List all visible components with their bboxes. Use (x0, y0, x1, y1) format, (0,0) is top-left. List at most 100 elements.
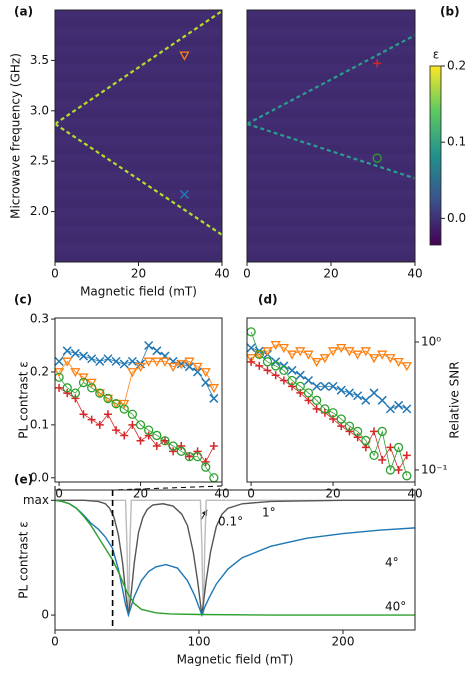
y-tick-label: 0.0 (30, 470, 49, 484)
data-point (127, 356, 137, 366)
heatmap-noise (247, 46, 415, 55)
data-point (176, 446, 186, 456)
data-point (336, 414, 346, 424)
heatmap-noise (247, 208, 415, 217)
data-point (393, 442, 404, 453)
x-tick-label: 40 (214, 487, 229, 501)
panel-label: (a) (14, 5, 33, 19)
data-point (311, 357, 322, 368)
heatmap-noise (55, 28, 222, 37)
data-point (160, 351, 170, 361)
data-point (144, 431, 153, 440)
data-point (370, 427, 379, 436)
plot-area (247, 10, 415, 262)
data-point (95, 388, 105, 398)
data-point (70, 368, 81, 378)
data-point (344, 347, 355, 357)
zoom-connector (112, 485, 223, 491)
heatmap-noise (55, 10, 222, 19)
data-point (255, 361, 264, 370)
data-point (160, 436, 169, 445)
y-axis-label: PL contrast ε (17, 361, 31, 439)
panel-label: (c) (14, 293, 32, 307)
heatmap-noise (247, 64, 415, 73)
data-point (287, 365, 297, 375)
data-point (102, 394, 114, 404)
data-point (247, 357, 256, 366)
series-line (250, 361, 408, 471)
data-point (385, 354, 396, 364)
data-point (78, 377, 89, 388)
data-point (120, 431, 129, 440)
data-point (319, 354, 330, 364)
data-point (201, 457, 210, 466)
data-point (86, 378, 97, 388)
data-point (352, 426, 363, 437)
data-point (95, 420, 104, 429)
series-line (55, 499, 415, 616)
data-point (209, 442, 218, 451)
data-point (144, 425, 154, 435)
data-point (271, 371, 280, 380)
x-tick-label: 0 (55, 487, 63, 501)
data-point (143, 357, 154, 367)
data-point (152, 442, 161, 451)
data-point (344, 388, 354, 398)
heatmap-noise (247, 118, 415, 127)
data-point (270, 340, 281, 351)
data-point (394, 400, 404, 410)
data-point (201, 378, 211, 388)
x-tick-label: 200 (332, 635, 355, 649)
colorbar-tick-label: 0.0 (447, 211, 466, 225)
data-point (152, 346, 162, 356)
heatmap-noise (55, 82, 222, 91)
data-point (303, 350, 314, 360)
data-point (176, 360, 187, 370)
data-point (295, 381, 305, 392)
y-tick-label: 0 (41, 608, 49, 622)
y-tick-label: 3.0 (30, 103, 49, 117)
data-point (353, 433, 362, 442)
data-point (287, 375, 297, 386)
data-point (119, 359, 129, 369)
data-point (54, 356, 64, 366)
y2-tick-label: 10⁰ (421, 334, 441, 348)
data-point (160, 436, 170, 446)
data-point (152, 430, 162, 441)
series-line (55, 499, 415, 616)
data-point (144, 340, 154, 351)
y-tick-label: 0.3 (30, 312, 49, 326)
data-point (254, 350, 265, 360)
data-point (328, 408, 338, 418)
x-tick-label: 100 (188, 635, 211, 649)
data-point (95, 356, 105, 366)
plot-area (250, 331, 408, 476)
data-point (369, 388, 379, 398)
y-tick-label: 3.5 (30, 53, 49, 67)
data-point (103, 354, 113, 364)
data-point (361, 395, 371, 405)
x-tick-label: 0 (243, 267, 251, 281)
data-point (245, 354, 257, 364)
heatmap-noise (55, 100, 222, 109)
series-line (58, 387, 215, 463)
heatmap-noise (55, 154, 222, 163)
x-tick-label: 0 (247, 487, 255, 501)
y-tick-label: 2.0 (30, 204, 49, 218)
data-point (127, 368, 138, 378)
data-point (62, 346, 72, 356)
curve-label: 0.1° (218, 515, 243, 529)
x-tick-label: 20 (323, 267, 338, 281)
data-point (62, 357, 73, 367)
curve-label: 40° (385, 600, 406, 614)
data-point (402, 471, 412, 481)
data-point (254, 349, 264, 360)
x-tick-label: 40 (214, 267, 229, 281)
data-point (193, 447, 202, 456)
colorbar (429, 65, 442, 246)
data-point (262, 347, 273, 357)
heatmap-noise (55, 46, 222, 55)
heatmap-noise (247, 154, 415, 163)
data-point (402, 451, 411, 460)
